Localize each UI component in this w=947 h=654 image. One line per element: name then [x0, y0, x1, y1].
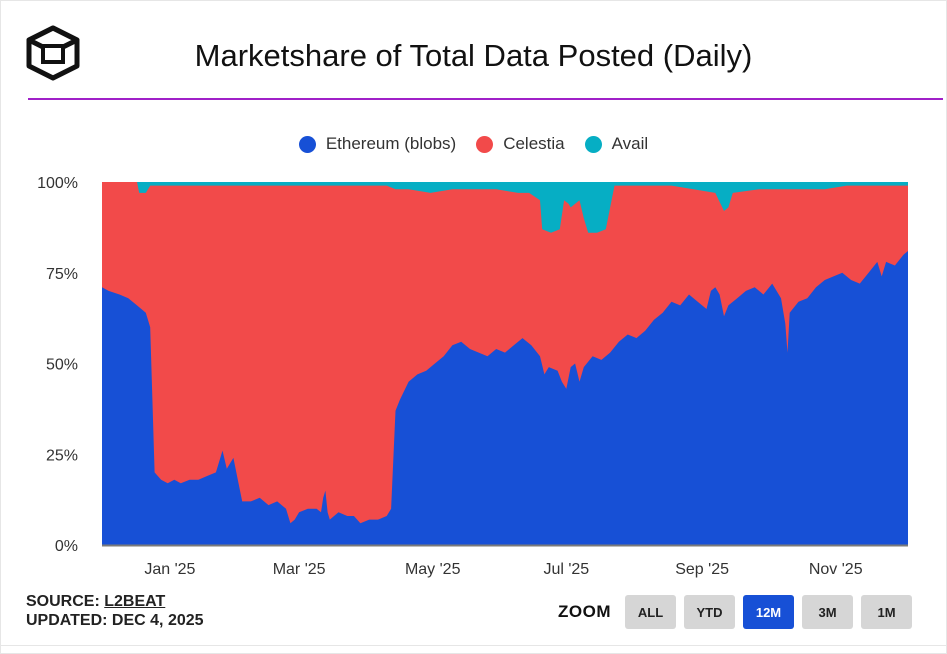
legend-item-ethereum[interactable]: Ethereum (blobs) — [298, 134, 457, 154]
updated-date: UPDATED: DEC 4, 2025 — [26, 612, 204, 629]
zoom-all-button[interactable]: ALL — [625, 595, 676, 629]
source-label: SOURCE: — [26, 593, 100, 610]
zoom-control: ZOOM ALL YTD 12M 3M 1M — [558, 595, 920, 629]
source-link[interactable]: L2BEAT — [104, 593, 166, 610]
source-line: SOURCE: L2BEAT — [26, 592, 204, 611]
legend-label: Celestia — [503, 134, 565, 153]
y-tick-label: 25% — [46, 447, 78, 464]
legend-marker-icon — [298, 135, 316, 153]
y-tick-label: 75% — [46, 266, 78, 283]
y-tick-label: 100% — [37, 175, 78, 192]
legend-label: Ethereum (blobs) — [325, 134, 457, 153]
chart-title: Marketshare of Total Data Posted (Daily) — [194, 38, 753, 73]
zoom-ytd-button[interactable]: YTD — [684, 595, 735, 629]
legend-item-celestia[interactable]: Celestia — [476, 134, 565, 154]
y-tick-label: 0% — [55, 538, 78, 555]
legend-label: Avail — [611, 134, 649, 153]
x-tick-label: Jul '25 — [543, 561, 589, 578]
zoom-label: ZOOM — [558, 602, 611, 621]
y-tick-label: 50% — [46, 357, 78, 374]
chart-legend: Ethereum (blobs) Celestia Avail — [0, 132, 947, 156]
legend-marker-icon — [476, 135, 494, 153]
zoom-3m-button[interactable]: 3M — [802, 595, 853, 629]
legend-marker-icon — [584, 135, 602, 153]
card-bottom-divider — [0, 645, 947, 646]
area-series-ethereum-blobs — [102, 251, 908, 545]
chart-footer: SOURCE: L2BEAT UPDATED: DEC 4, 2025 — [26, 592, 204, 630]
stacked-area-chart: 0% 25% 50% 75% 100% Jan '25 Mar '25 May '25 Jul … — [37, 175, 908, 578]
x-tick-label: Mar '25 — [273, 561, 326, 578]
chart-header: Marketshare of Total Data Posted (Daily) — [0, 0, 947, 100]
zoom-12m-button[interactable]: 12M — [743, 595, 794, 629]
x-tick-label: Sep '25 — [675, 561, 729, 578]
l2beat-cube-logo-icon — [26, 25, 80, 81]
x-tick-label: Nov '25 — [809, 561, 863, 578]
x-tick-label: May '25 — [405, 561, 461, 578]
zoom-1m-button[interactable]: 1M — [861, 595, 912, 629]
x-tick-label: Jan '25 — [144, 561, 195, 578]
legend-item-avail[interactable]: Avail — [584, 134, 649, 154]
header-divider — [28, 98, 943, 100]
